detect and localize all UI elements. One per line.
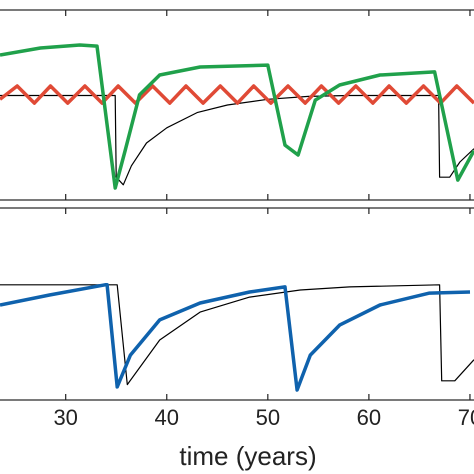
data-line bbox=[0, 284, 474, 386]
x-tick-label: 60 bbox=[357, 405, 381, 430]
x-tick-label: 40 bbox=[155, 405, 179, 430]
x-tick-label: 50 bbox=[256, 405, 280, 430]
x-tick-label: 30 bbox=[53, 405, 77, 430]
plot-frame bbox=[0, 9, 474, 201]
data-line bbox=[0, 283, 471, 392]
data-line bbox=[0, 43, 474, 190]
data-line bbox=[0, 94, 474, 186]
plot-frame bbox=[0, 207, 474, 401]
x-axis-label: time (years) bbox=[179, 441, 316, 471]
x-tick-label: 70 bbox=[458, 405, 474, 430]
data-line bbox=[0, 84, 474, 105]
